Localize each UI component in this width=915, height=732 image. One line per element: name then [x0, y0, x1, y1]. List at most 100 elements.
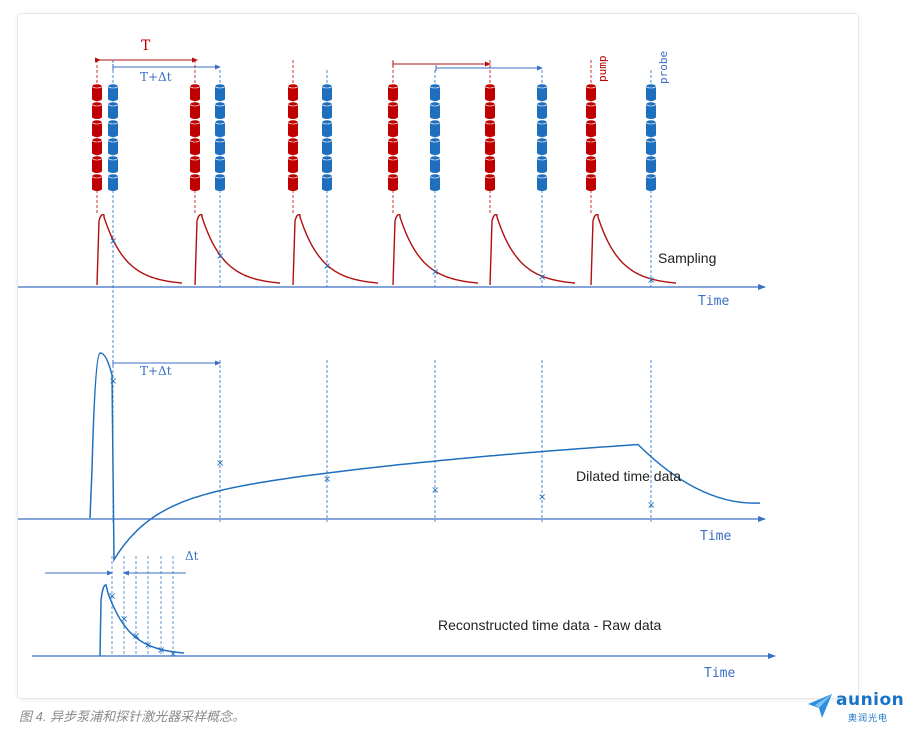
pump-pulse — [189, 119, 201, 137]
sample-mark: × — [431, 267, 439, 278]
pump-pulse — [91, 155, 103, 173]
decay-curve — [392, 213, 479, 286]
pump-label: pump — [596, 56, 609, 83]
pump-pulse — [91, 101, 103, 119]
dilated-guide-lines — [219, 360, 652, 522]
probe-pulse — [107, 83, 119, 101]
probe-pulse — [107, 173, 119, 191]
dilated-label: Dilated time data — [576, 468, 681, 484]
laser-pulse-trains — [91, 83, 657, 191]
probe-pulse — [214, 173, 226, 191]
probe-pulse — [107, 137, 119, 155]
probe-pulse — [214, 137, 226, 155]
pump-pulse — [585, 137, 597, 155]
pump-pulse — [287, 155, 299, 173]
probe-pulse — [536, 83, 548, 101]
probe-pulse — [214, 101, 226, 119]
dilated-sample-mark: × — [647, 500, 655, 511]
logo-subtitle: 奥润光电 — [848, 714, 889, 724]
reconstructed-sample-mark: × — [132, 631, 140, 642]
probe-pulse — [645, 155, 657, 173]
pump-pulse — [484, 137, 496, 155]
probe-pulse — [645, 173, 657, 191]
pump-pulse — [387, 83, 399, 101]
pump-pulse — [484, 83, 496, 101]
probe-pulse — [107, 101, 119, 119]
pump-pulse — [287, 101, 299, 119]
figure-caption: 图 4. 异步泵浦和探针激光器采样概念。 — [19, 709, 246, 724]
probe-pulse — [536, 119, 548, 137]
pump-pulse — [484, 101, 496, 119]
dilated-sample-mark: × — [431, 485, 439, 496]
decay-curve — [489, 213, 576, 286]
probe-pulse — [429, 155, 441, 173]
probe-pulse — [536, 137, 548, 155]
probe-pulse — [536, 173, 548, 191]
reconstructed-label: Reconstructed time data - Raw data — [438, 617, 662, 633]
probe-pulse — [214, 119, 226, 137]
pump-pulse — [189, 101, 201, 119]
time-label-mid: Time — [700, 529, 731, 544]
pump-pulse — [387, 173, 399, 191]
pump-pulse — [189, 137, 201, 155]
pump-pulse — [387, 155, 399, 173]
pump-probe-diagram: T T+Δt pump probe × × × × × × Sampling Time T… — [18, 38, 776, 681]
sample-mark: × — [109, 236, 117, 247]
pump-pulse — [585, 119, 597, 137]
probe-pulse — [107, 119, 119, 137]
sample-mark: × — [216, 251, 224, 262]
reconstructed-sample-mark: × — [169, 649, 177, 660]
decay-curve — [96, 213, 183, 286]
sample-mark: × — [538, 272, 546, 283]
decay-curve — [292, 213, 379, 286]
probe-pulse — [321, 155, 333, 173]
probe-pulse — [429, 101, 441, 119]
mid-period-label: T+Δt — [140, 364, 172, 378]
probe-pulse — [321, 137, 333, 155]
dilated-curve — [89, 352, 761, 563]
time-label-top: Time — [698, 294, 729, 309]
probe-pulse — [321, 83, 333, 101]
sample-mark: × — [323, 261, 331, 272]
dilated-sample-mark: × — [323, 474, 331, 485]
pump-pulse — [91, 173, 103, 191]
pump-pulse — [189, 155, 201, 173]
probe-pulse — [536, 101, 548, 119]
probe-pulse — [429, 119, 441, 137]
sample-mark: × — [647, 275, 655, 286]
pump-pulse — [585, 155, 597, 173]
probe-pulse — [107, 155, 119, 173]
period-plus-delta-label: T+Δt — [140, 70, 172, 84]
reconstructed-sample-marks: × × × × × × — [108, 591, 177, 660]
delta-t-label: Δt — [185, 549, 199, 563]
probe-label: probe — [657, 51, 670, 84]
probe-pulse — [321, 173, 333, 191]
probe-pulse — [645, 83, 657, 101]
pump-pulse — [387, 119, 399, 137]
dilated-sample-mark: × — [538, 492, 546, 503]
dilated-sample-mark: × — [216, 458, 224, 469]
probe-pulse — [645, 101, 657, 119]
reconstructed-sample-mark: × — [157, 645, 165, 656]
sampling-label: Sampling — [658, 250, 716, 266]
pump-pulse — [91, 137, 103, 155]
reconstructed-curve — [99, 584, 185, 657]
dilated-sample-mark: × — [109, 376, 117, 387]
reconstructed-guide-lines — [111, 556, 174, 656]
aunion-logo: aunion 奥润光电 — [806, 690, 912, 730]
decay-curve — [194, 213, 281, 286]
probe-pulse — [429, 137, 441, 155]
pump-pulse — [287, 83, 299, 101]
pump-pulse — [585, 173, 597, 191]
probe-pulse — [645, 119, 657, 137]
period-label: T — [141, 38, 151, 54]
reconstructed-sample-mark: × — [108, 591, 116, 602]
pump-pulse — [387, 137, 399, 155]
logo-word: aunion — [836, 690, 905, 710]
pump-pulse — [189, 83, 201, 101]
sampling-guide-lines — [96, 60, 652, 522]
probe-pulse — [214, 155, 226, 173]
pump-pulse — [585, 83, 597, 101]
paper-plane-icon — [808, 694, 832, 718]
decay-curve — [590, 213, 677, 286]
